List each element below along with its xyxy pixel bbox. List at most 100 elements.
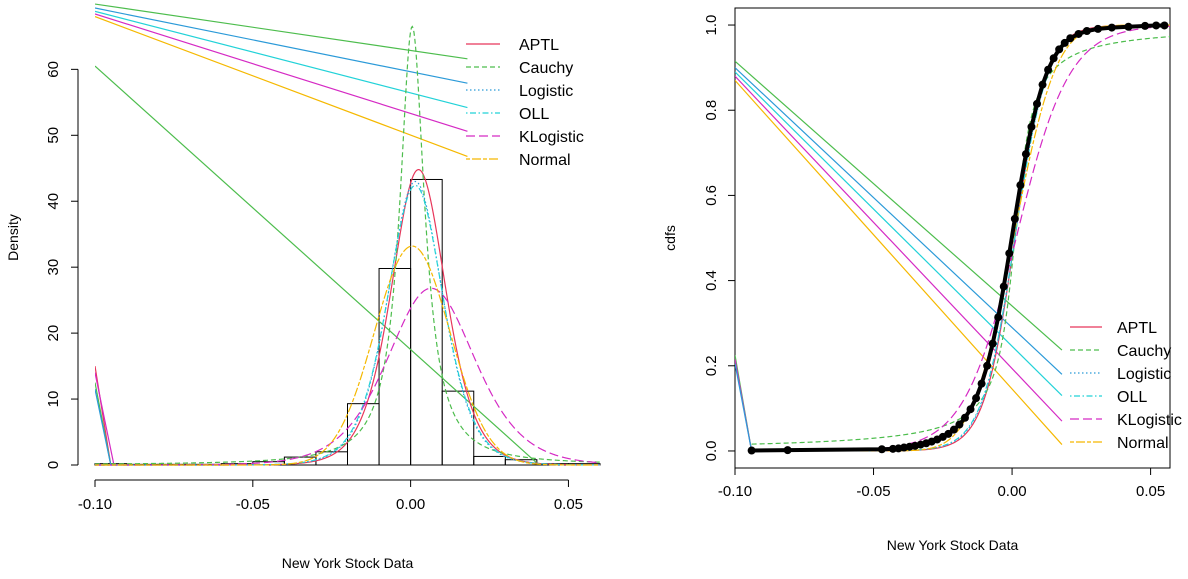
x-tick-label: 0.00 (396, 496, 425, 513)
histogram-bar (441, 390, 475, 466)
y-tick-label: 0.8 (703, 100, 720, 121)
empirical-point (1124, 22, 1133, 31)
cdf-curve-cauchy (751, 36, 1170, 445)
y-tick-label: 0.4 (703, 270, 720, 291)
density-curve-klogistic (95, 287, 601, 466)
y-tick-label: 20 (45, 325, 62, 342)
stray-line (735, 60, 1063, 351)
empirical-point (877, 445, 886, 454)
density-curve-cauchy (95, 25, 601, 465)
empirical-point (1060, 38, 1069, 47)
cdf-chart: -0.10 -0.05 0.00 0.05 0.0 0.2 0.4 0.6 0.8 1.0 New … (662, 7, 1182, 553)
legend-label: Logistic (519, 83, 573, 100)
legend-label: Cauchy (519, 60, 573, 77)
legend-label: KLogistic (519, 129, 584, 146)
x-tick-label: 0.05 (554, 496, 583, 513)
empirical-point (783, 446, 792, 455)
cdf-curve-normal (751, 24, 1170, 452)
legend-label: Logistic (1117, 366, 1171, 383)
x-tick-label: 0.00 (997, 483, 1026, 500)
stray-line (735, 71, 1063, 397)
y-tick-label: 60 (45, 61, 62, 78)
empirical-points (747, 21, 1169, 455)
empirical-point (1021, 150, 1030, 159)
stray-line (735, 67, 1063, 375)
histogram-bar (473, 455, 506, 466)
empirical-point (1010, 214, 1019, 223)
cdf-curve-aptl (751, 24, 1170, 452)
empirical-point (1152, 21, 1161, 30)
empirical-point (988, 339, 997, 348)
legend-label: Normal (519, 152, 571, 169)
x-axis-title: New York Stock Data (887, 537, 1019, 553)
empirical-point (1044, 65, 1053, 74)
cdf-curve-oll (751, 24, 1170, 452)
empirical-point (1049, 54, 1058, 63)
y-axis-title: Density (5, 214, 21, 261)
y-tick-label: 0.0 (703, 441, 720, 462)
empirical-point (1055, 45, 1064, 54)
empirical-point (955, 420, 964, 429)
y-tick-label: 0 (45, 461, 62, 469)
empirical-point (1066, 34, 1075, 43)
stray-line (95, 65, 538, 464)
x-tick-label: -0.05 (236, 496, 270, 513)
empirical-point (1107, 23, 1116, 32)
empirical-point (983, 361, 992, 370)
y-tick-label: 0.6 (703, 185, 720, 206)
y-tick-label: 10 (45, 391, 62, 408)
x-tick-label: -0.10 (718, 483, 752, 500)
stray-line (735, 363, 753, 452)
histogram (94, 178, 601, 466)
x-tick-label: -0.10 (78, 496, 112, 513)
y-tick-label: 30 (45, 259, 62, 276)
legend-label: OLL (1117, 389, 1147, 406)
empirical-point (1027, 122, 1036, 131)
empirical-point (972, 394, 981, 403)
cdf-lines (735, 21, 1170, 455)
empirical-point (1082, 27, 1091, 35)
plot-frame (734, 7, 1171, 469)
legend: APTL Cauchy Logistic OLL KLogistic Normal (466, 37, 584, 169)
histogram-bar (410, 178, 443, 466)
stray-line (95, 13, 468, 132)
x-axis-title: New York Stock Data (282, 555, 414, 571)
empirical-cdf-line (751, 23, 1165, 453)
empirical-point (1038, 80, 1047, 89)
empirical-point (966, 405, 975, 414)
stray-line (735, 75, 1063, 422)
cdf-curve-logistic (751, 24, 1170, 452)
stray-line (95, 389, 112, 466)
density-curve-normal (95, 245, 600, 466)
stray-line (95, 7, 468, 84)
stray-line (95, 3, 468, 60)
empirical-point (1016, 181, 1025, 190)
y-tick-label: 40 (45, 193, 62, 210)
empirical-point (1074, 29, 1083, 38)
stray-line (95, 10, 468, 109)
empirical-point (977, 379, 986, 388)
stray-line (735, 80, 1063, 445)
legend-label: Cauchy (1117, 343, 1171, 360)
x-tick-label: 0.05 (1136, 483, 1165, 500)
empirical-point (747, 446, 756, 455)
empirical-point (1033, 99, 1042, 108)
legend-label: OLL (519, 106, 549, 123)
density-chart: -0.10 -0.05 0.00 0.05 0 10 20 30 40 50 60 New York … (5, 3, 601, 571)
empirical-point (960, 413, 969, 422)
empirical-point (1141, 21, 1150, 30)
y-tick-label: 0.2 (703, 355, 720, 376)
y-tick-label: 50 (45, 127, 62, 144)
legend-label: Normal (1117, 435, 1169, 452)
empirical-point (994, 313, 1003, 322)
empirical-point (949, 425, 958, 434)
y-axis-title: cdfs (662, 225, 678, 251)
empirical-point (944, 429, 953, 438)
y-tick-label: 1.0 (703, 15, 720, 36)
stray-line (95, 372, 115, 466)
x-tick-label: -0.05 (856, 483, 890, 500)
legend-label: KLogistic (1117, 412, 1182, 429)
cdf-curve-klogistic (751, 25, 1170, 452)
legend-label: APTL (1117, 320, 1157, 337)
